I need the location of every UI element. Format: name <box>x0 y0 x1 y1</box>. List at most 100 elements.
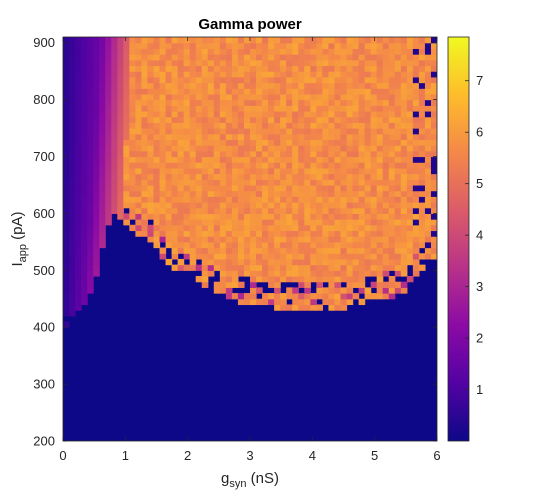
heatmap-cell <box>219 145 227 152</box>
heatmap-cell <box>69 37 76 44</box>
heatmap-cell <box>334 82 342 89</box>
heatmap-cell <box>207 37 215 44</box>
heatmap-cell <box>328 213 336 220</box>
heatmap-cell <box>250 270 257 277</box>
heatmap-cell <box>280 65 287 72</box>
heatmap-cell <box>93 128 100 135</box>
heatmap-cell <box>340 241 348 249</box>
heatmap-cell <box>183 230 191 237</box>
heatmap-cell <box>231 258 239 266</box>
heatmap-cell <box>129 37 136 44</box>
heatmap-cell <box>171 162 179 169</box>
heatmap-cell <box>75 202 82 209</box>
heatmap-cell <box>280 105 287 112</box>
heatmap-cell <box>183 59 191 67</box>
heatmap-cell <box>225 281 233 288</box>
heatmap-cell <box>328 270 336 277</box>
heatmap-cell <box>63 281 70 288</box>
heatmap-cell <box>346 247 354 254</box>
heatmap-cell <box>298 145 305 152</box>
heatmap-cell <box>370 190 378 197</box>
heatmap-cell <box>400 184 408 192</box>
heatmap-cell <box>400 236 408 243</box>
heatmap-cell <box>322 128 330 135</box>
heatmap-cell <box>153 122 161 129</box>
heatmap-cell <box>165 173 173 180</box>
heatmap-cell <box>298 179 305 186</box>
heatmap-cell <box>171 110 179 118</box>
heatmap-cell <box>69 88 76 95</box>
heatmap-cell <box>334 196 342 203</box>
heatmap-cell <box>340 99 348 106</box>
heatmap-cell <box>105 128 112 135</box>
heatmap-cell <box>358 88 366 95</box>
heatmap-cell <box>243 190 251 197</box>
heatmap-cell <box>63 128 70 135</box>
heatmap-cell <box>243 59 251 67</box>
heatmap-cell <box>286 258 293 266</box>
heatmap-cell <box>364 110 372 118</box>
heatmap-cell <box>183 88 191 95</box>
heatmap-cell <box>250 105 257 112</box>
heatmap-cell <box>213 110 221 118</box>
heatmap-cell <box>364 59 372 67</box>
x-tick-label: 5 <box>371 448 378 463</box>
heatmap-cell <box>358 116 366 123</box>
heatmap-cell <box>364 179 372 186</box>
heatmap-cell <box>250 122 257 129</box>
heatmap-cell <box>177 71 185 78</box>
heatmap-cell <box>189 54 197 61</box>
heatmap-cell <box>75 167 82 175</box>
heatmap-cell <box>171 54 179 61</box>
heatmap-cell <box>141 82 149 89</box>
heatmap-cell <box>213 173 221 180</box>
heatmap-cell <box>213 105 221 112</box>
heatmap-cell <box>334 116 342 123</box>
heatmap-cell <box>280 116 287 123</box>
heatmap-cell <box>237 219 245 226</box>
heatmap-cell <box>123 150 130 158</box>
heatmap-cell <box>424 82 432 89</box>
heatmap-cell <box>292 179 299 186</box>
heatmap-cell <box>189 88 197 95</box>
heatmap-cell <box>213 76 221 84</box>
heatmap-cell <box>352 253 360 260</box>
heatmap-cell <box>388 236 396 243</box>
heatmap-cell <box>280 76 287 84</box>
heatmap-cell <box>201 281 209 288</box>
heatmap-cell <box>316 42 323 49</box>
heatmap-cell <box>250 128 257 135</box>
heatmap-cell <box>231 99 239 106</box>
heatmap-cell <box>274 179 281 186</box>
heatmap-cell <box>346 167 354 175</box>
heatmap-cell <box>418 71 426 78</box>
heatmap-cell <box>207 173 215 180</box>
heatmap-cell <box>400 88 408 95</box>
heatmap-cell <box>111 105 118 112</box>
heatmap-cell <box>298 247 305 254</box>
heatmap-cell <box>147 162 155 169</box>
heatmap-cell <box>394 258 402 266</box>
heatmap-cell <box>201 167 209 175</box>
heatmap-cell <box>213 42 221 49</box>
heatmap-cell <box>394 196 402 203</box>
heatmap-cell <box>165 236 173 243</box>
heatmap-cell <box>213 133 221 141</box>
heatmap-cell <box>388 287 396 294</box>
heatmap-cell <box>237 37 245 44</box>
heatmap-cell <box>412 42 420 49</box>
heatmap-cell <box>298 190 305 197</box>
heatmap-cell <box>129 99 136 106</box>
heatmap-cell <box>237 128 245 135</box>
heatmap-cell <box>231 105 239 112</box>
heatmap-cell <box>201 207 209 214</box>
heatmap-cell <box>286 93 293 101</box>
heatmap-cell <box>340 167 348 175</box>
heatmap-cell <box>274 196 281 203</box>
heatmap-cell <box>274 105 281 112</box>
heatmap-cell <box>292 293 299 300</box>
heatmap-cell <box>129 196 136 203</box>
heatmap-cell <box>93 71 100 78</box>
heatmap-cell <box>99 196 106 203</box>
heatmap-cell <box>322 65 330 72</box>
